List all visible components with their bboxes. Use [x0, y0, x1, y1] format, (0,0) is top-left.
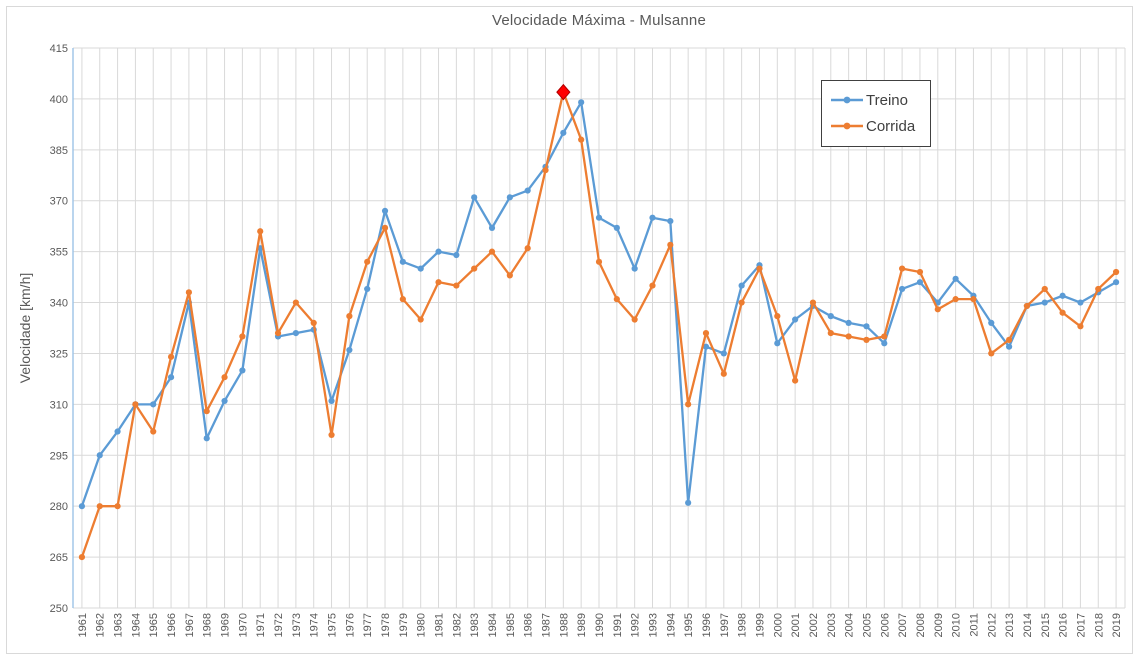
svg-text:1962: 1962	[95, 613, 107, 637]
svg-text:2007: 2007	[897, 613, 909, 637]
svg-text:1997: 1997	[719, 613, 731, 637]
series-corrida-line[interactable]	[78, 89, 1120, 561]
svg-text:2003: 2003	[826, 613, 838, 637]
svg-text:1991: 1991	[612, 613, 624, 637]
svg-text:2009: 2009	[933, 613, 945, 637]
svg-text:2016: 2016	[1058, 613, 1070, 637]
corrida-line-marker-icon	[831, 122, 863, 130]
legend-item-corrida[interactable]: Corrida	[830, 113, 922, 139]
svg-text:1980: 1980	[416, 613, 428, 637]
svg-text:2001: 2001	[790, 613, 802, 637]
svg-text:250: 250	[50, 603, 68, 615]
svg-text:1992: 1992	[630, 613, 642, 637]
svg-text:1972: 1972	[273, 613, 285, 637]
svg-text:2012: 2012	[986, 613, 998, 637]
svg-text:1996: 1996	[701, 613, 713, 637]
svg-text:2008: 2008	[915, 613, 927, 637]
svg-text:1963: 1963	[113, 613, 125, 637]
svg-text:1976: 1976	[344, 613, 356, 637]
series-treino-line[interactable]	[78, 99, 1120, 510]
svg-text:1974: 1974	[309, 613, 321, 637]
svg-text:1965: 1965	[148, 613, 160, 637]
svg-text:1994: 1994	[665, 613, 677, 637]
svg-text:1968: 1968	[202, 613, 214, 637]
svg-text:1971: 1971	[255, 613, 267, 637]
svg-text:2006: 2006	[879, 613, 891, 637]
svg-text:2015: 2015	[1040, 613, 1052, 637]
svg-text:1964: 1964	[130, 613, 142, 637]
svg-text:400: 400	[50, 94, 68, 106]
svg-text:1970: 1970	[237, 613, 249, 637]
svg-text:325: 325	[50, 348, 68, 360]
gridlines	[73, 47, 1126, 609]
svg-text:340: 340	[50, 298, 68, 310]
chart-title: Velocidade Máxima - Mulsanne	[491, 12, 707, 29]
svg-text:2005: 2005	[861, 613, 873, 637]
svg-text:1982: 1982	[451, 613, 463, 637]
svg-text:1961: 1961	[77, 613, 89, 637]
svg-text:415: 415	[50, 43, 68, 55]
svg-text:2010: 2010	[951, 613, 963, 637]
svg-text:1985: 1985	[505, 613, 517, 637]
svg-text:2019: 2019	[1111, 613, 1123, 637]
svg-text:1983: 1983	[469, 613, 481, 637]
svg-text:1967: 1967	[184, 613, 196, 637]
svg-text:2011: 2011	[968, 613, 980, 637]
svg-text:1988: 1988	[558, 613, 570, 637]
svg-text:1969: 1969	[220, 613, 232, 637]
svg-text:295: 295	[50, 450, 68, 462]
svg-text:1978: 1978	[380, 613, 392, 637]
legend-label-treino: Treino	[866, 91, 908, 109]
svg-text:1973: 1973	[291, 613, 303, 637]
svg-text:1979: 1979	[398, 613, 410, 637]
legend-label-corrida: Corrida	[866, 117, 916, 135]
max-speed-annotation-diamond[interactable]	[556, 83, 571, 101]
svg-text:2014: 2014	[1022, 613, 1034, 637]
svg-text:265: 265	[50, 552, 68, 564]
x-tick-labels: 1961 1962 1963 1964 1965 1966 1967 1968 1969 1970…	[77, 613, 1123, 637]
svg-text:1984: 1984	[487, 613, 499, 637]
svg-text:370: 370	[50, 196, 68, 208]
svg-text:1977: 1977	[362, 613, 374, 637]
svg-text:280: 280	[50, 501, 68, 513]
svg-text:1999: 1999	[754, 613, 766, 637]
legend-item-treino[interactable]: Treino	[830, 87, 922, 113]
svg-text:2017: 2017	[1075, 613, 1087, 637]
svg-text:1990: 1990	[594, 613, 606, 637]
svg-text:2018: 2018	[1093, 613, 1105, 637]
y-tick-labels: 250 265 280 295 310 325 340 355 370 385 400 415	[50, 43, 68, 615]
legend: Treino Corrida	[821, 80, 931, 147]
svg-text:1975: 1975	[327, 613, 339, 637]
svg-text:385: 385	[50, 145, 68, 157]
svg-text:1987: 1987	[541, 613, 553, 637]
treino-line-marker-icon	[831, 96, 863, 104]
svg-text:1989: 1989	[576, 613, 588, 637]
chart-outer-border	[6, 6, 1133, 654]
svg-text:2013: 2013	[1004, 613, 1016, 637]
svg-text:2000: 2000	[772, 613, 784, 637]
svg-text:1993: 1993	[647, 613, 659, 637]
svg-text:1998: 1998	[737, 613, 749, 637]
svg-text:310: 310	[50, 399, 68, 411]
svg-text:2004: 2004	[844, 613, 856, 637]
svg-text:1995: 1995	[683, 613, 695, 637]
svg-text:355: 355	[50, 247, 68, 259]
svg-text:1966: 1966	[166, 613, 178, 637]
svg-text:2002: 2002	[808, 613, 820, 637]
svg-text:1986: 1986	[523, 613, 535, 637]
svg-text:1981: 1981	[434, 613, 446, 637]
